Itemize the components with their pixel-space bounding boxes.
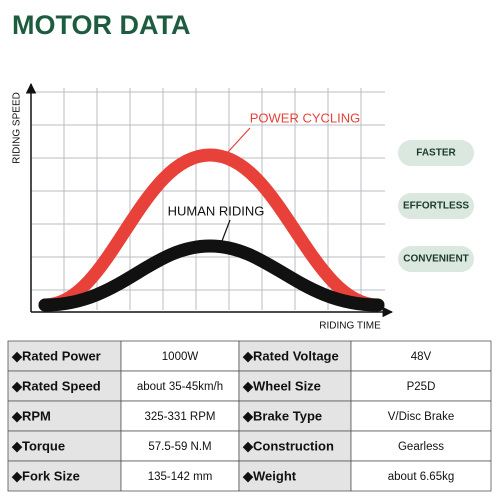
badge-label: CONVENIENT — [403, 254, 469, 265]
label-cell — [238, 370, 352, 402]
spec-value: 48V — [411, 351, 432, 363]
human-curve — [38, 239, 385, 312]
label-cell — [238, 460, 352, 492]
label-cell — [7, 400, 122, 432]
spec-value: 135-142 mm — [148, 471, 213, 483]
badges: FASTER EFFORTLESS CONVENIENT — [398, 140, 474, 272]
spec-value: V/Disc Brake — [388, 411, 454, 423]
value-cell — [350, 430, 492, 462]
spec-label: ◆Rated Speed — [11, 378, 101, 393]
spec-label: ◆Wheel Size — [242, 378, 321, 393]
spec-table: ◆Rated Power 1000W ◆Rated Voltage 48V ◆Rated… — [7, 340, 492, 492]
spec-value: P25D — [407, 381, 436, 393]
spec-value: 1000W — [162, 351, 199, 363]
curve-label: HUMAN RIDING — [168, 203, 265, 218]
badge-label: EFFORTLESS — [403, 201, 469, 212]
badge — [398, 246, 474, 272]
leader-line — [221, 219, 231, 242]
spec-label: ◆Fork Size — [11, 468, 80, 483]
spec-value: about 35-45km/h — [137, 381, 223, 393]
spec-label: ◆Rated Voltage — [242, 348, 339, 363]
y-axis-label: RIDING SPEED — [12, 92, 23, 164]
badge-label: FASTER — [416, 148, 456, 159]
spec-value: 325-331 RPM — [145, 411, 216, 423]
value-cell — [350, 370, 492, 402]
spec-value: about 6.65kg — [388, 471, 455, 483]
label-cell — [7, 460, 122, 492]
value-cell — [120, 460, 240, 492]
curve-label: POWER CYCLING — [250, 110, 361, 125]
value-cell — [350, 460, 492, 492]
label-cell — [238, 340, 352, 372]
spec-value: Gearless — [398, 441, 444, 453]
badge — [398, 140, 474, 166]
label-cell — [7, 370, 122, 402]
value-cell — [120, 370, 240, 402]
spec-label: ◆Rated Power — [11, 348, 101, 363]
spec-label: ◆Construction — [242, 438, 334, 453]
spec-label: ◆Torque — [11, 438, 65, 453]
x-axis-label: RIDING TIME — [319, 321, 381, 332]
value-cell — [350, 340, 492, 372]
spec-value: 57.5-59 N.M — [148, 441, 211, 453]
badge — [398, 193, 474, 219]
leader-line — [227, 127, 251, 153]
title: MOTOR DATA — [12, 10, 190, 40]
spec-label: ◆RPM — [11, 408, 51, 423]
value-cell — [350, 400, 492, 432]
power-curve — [38, 148, 385, 312]
spec-label: ◆Weight — [242, 468, 297, 483]
spec-label: ◆Brake Type — [242, 408, 322, 423]
label-cell — [7, 430, 122, 462]
